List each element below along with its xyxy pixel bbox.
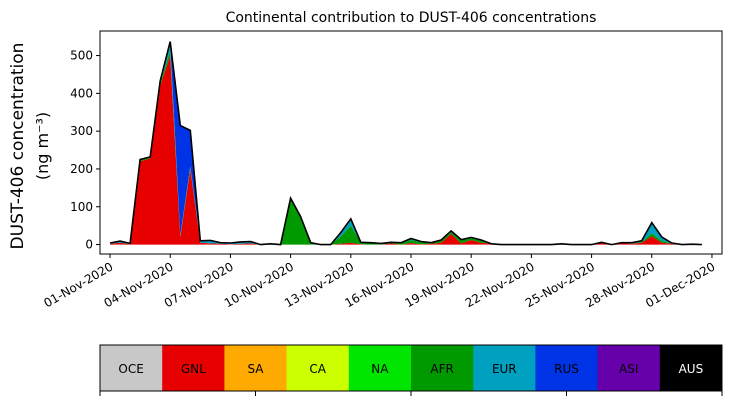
- legend-swatch-sa: [224, 345, 288, 391]
- legend-label-asi: ASI: [619, 362, 638, 376]
- legend-label-afr: AFR: [430, 362, 453, 376]
- legend-label-gnl: GNL: [181, 362, 206, 376]
- y-tick-label: 200: [70, 162, 93, 176]
- legend-swatch-rus: [535, 345, 599, 391]
- y-axis-label-line2: (ng m⁻³): [33, 112, 52, 180]
- legend-swatch-gnl: [162, 345, 225, 391]
- y-tick-label: 300: [70, 124, 93, 138]
- y-tick-label: 500: [70, 49, 93, 63]
- area-series-gnl: [110, 55, 702, 245]
- y-tick-label: 0: [85, 238, 93, 252]
- legend-swatch-afr: [411, 345, 474, 391]
- y-tick-label: 400: [70, 86, 93, 100]
- legend-swatch-oce: [100, 345, 163, 391]
- area-series-eur: [110, 43, 702, 245]
- legend-label-ca: CA: [309, 362, 326, 376]
- total-outline-line: [109, 41, 702, 246]
- area-series-rus: [110, 41, 702, 245]
- legend-swatch-eur: [473, 345, 536, 391]
- legend-label-rus: RUS: [554, 362, 579, 376]
- legend: OCE GNL SA CA NA AFR EUR RUS ASI AUS: [99, 344, 723, 396]
- legend-swatch-na: [348, 345, 412, 391]
- y-axis-label-line1: DUST-406 concentration: [8, 43, 28, 250]
- legend-label-oce: OCE: [118, 362, 143, 376]
- legend-label-na: NA: [371, 362, 389, 376]
- plot-area: [109, 41, 702, 246]
- legend-label-aus: AUS: [679, 362, 704, 376]
- legend-label-eur: EUR: [492, 362, 517, 376]
- y-tick-label: 100: [70, 200, 93, 214]
- legend-swatch-aus: [659, 345, 723, 391]
- chart-title: Continental contribution to DUST-406 con…: [226, 10, 597, 26]
- legend-label-sa: SA: [247, 362, 264, 376]
- legend-swatch-ca: [286, 345, 350, 391]
- legend-swatch-asi: [597, 345, 661, 391]
